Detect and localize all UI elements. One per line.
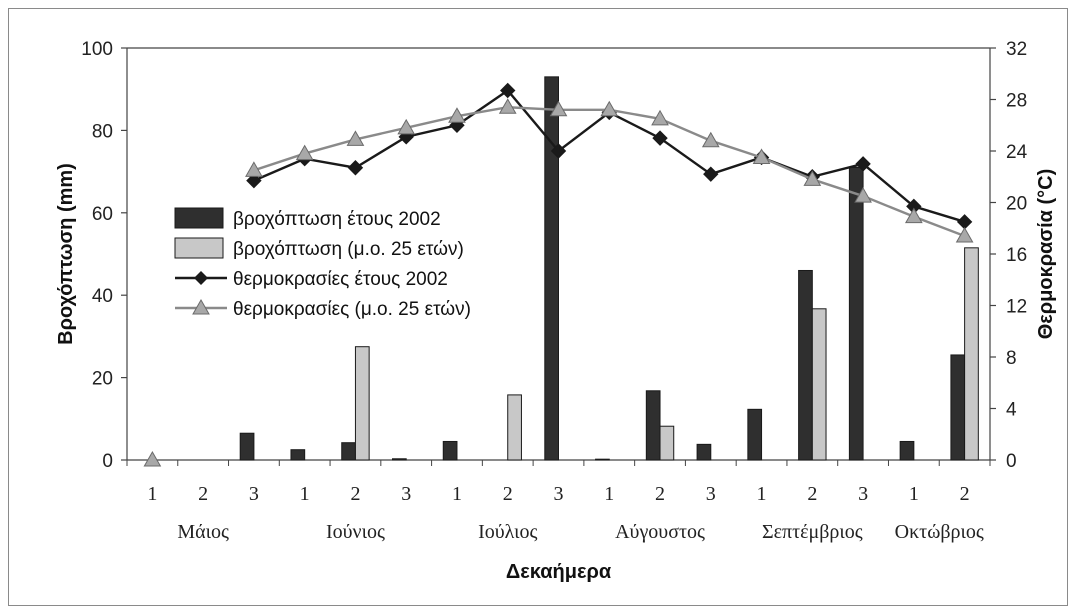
bars xyxy=(239,76,979,461)
left-tick-label: 80 xyxy=(92,121,113,142)
x-tick-label: 3 xyxy=(858,483,868,505)
legend-temp-2002-marker xyxy=(194,271,208,285)
x-tick-label: 2 xyxy=(350,483,360,505)
month-label: Αύγουστος xyxy=(615,521,705,543)
bar-rain-2002 xyxy=(950,354,966,461)
bar-rain-2002 xyxy=(595,458,610,461)
x-tick-label: 1 xyxy=(147,483,157,505)
bar-rain-25yr-avg xyxy=(811,308,827,461)
right-tick-label: 12 xyxy=(1006,297,1027,318)
left-tick-label: 100 xyxy=(81,39,113,60)
marker-temp-25yr-avg xyxy=(397,118,416,135)
marker-temp-25yr-avg xyxy=(752,148,771,164)
x-tick-label: 1 xyxy=(604,483,614,505)
bar-rain-2002 xyxy=(442,440,458,461)
marker-temp-25yr-avg xyxy=(904,207,923,224)
x-tick-label: 1 xyxy=(757,483,767,505)
x-tick-label: 3 xyxy=(554,483,564,505)
marker-temp-25yr-avg xyxy=(549,100,568,117)
x-tick-label: 1 xyxy=(909,483,919,505)
right-tick-label: 16 xyxy=(1006,245,1027,266)
right-tick-label: 28 xyxy=(1006,91,1027,112)
marker-temp-25yr-avg xyxy=(600,100,619,117)
x-axis-title: Δεκαήμερα xyxy=(506,561,612,583)
marker-temp-2002 xyxy=(703,166,719,182)
bar-rain-25yr-avg xyxy=(659,425,675,461)
month-label: Ιούνιος xyxy=(326,521,385,543)
y-axis-title-right: Θερμοκρασία (°C) xyxy=(1035,169,1057,340)
left-tick-label: 0 xyxy=(102,451,113,472)
marker-temp-25yr-avg xyxy=(803,170,822,186)
marker-temp-25yr-avg xyxy=(854,187,872,203)
bar-rain-2002 xyxy=(544,76,559,461)
right-tick-label: 20 xyxy=(1006,194,1027,215)
left-tick-label: 20 xyxy=(92,369,113,390)
month-label: Σεπτέμβριος xyxy=(762,521,863,543)
bar-rain-2002 xyxy=(290,449,306,461)
marker-temp-25yr-avg xyxy=(448,107,466,123)
bar-rain-2002 xyxy=(239,432,255,461)
x-tick-label: 2 xyxy=(807,483,817,505)
legend-temp-2002-label: θερμοκρασίες έτους 2002 xyxy=(233,269,448,290)
right-tick-label: 8 xyxy=(1006,348,1017,369)
marker-temp-25yr-avg xyxy=(498,98,517,114)
legend-temp-25yr-avg-marker xyxy=(192,298,210,315)
bar-rain-2002 xyxy=(798,269,813,461)
marker-temp-2002 xyxy=(347,160,364,176)
bar-rain-25yr-avg xyxy=(354,346,370,461)
bar-rain-2002 xyxy=(391,458,407,461)
legend-rain-25yr-avg-swatch xyxy=(174,237,224,259)
month-label: Ιούλιος xyxy=(478,521,537,543)
x-tick-label: 3 xyxy=(401,483,411,505)
lines xyxy=(143,82,974,467)
marker-temp-25yr-avg xyxy=(701,131,720,148)
marker-temp-25yr-avg xyxy=(651,109,669,126)
x-tick-label: 1 xyxy=(452,483,462,505)
marker-temp-2002 xyxy=(956,214,973,230)
x-tick-label: 2 xyxy=(960,483,970,505)
x-tick-label: 1 xyxy=(300,483,310,505)
right-tick-label: 24 xyxy=(1006,142,1028,163)
right-tick-label: 0 xyxy=(1006,451,1017,472)
bar-rain-2002 xyxy=(696,443,712,461)
bar-rain-2002 xyxy=(848,166,864,461)
bar-rain-25yr-avg xyxy=(964,247,979,461)
marker-temp-2002 xyxy=(652,130,668,146)
axes: 0 20 40 60 80 100 0 4 8 12 16 20 24 28 32 xyxy=(81,39,1027,472)
marker-temp-25yr-avg xyxy=(955,226,974,243)
marker-temp-2002 xyxy=(550,143,567,159)
left-tick-label: 40 xyxy=(92,286,113,307)
legend-rain-2002-label: βροχόπτωση έτους 2002 xyxy=(233,209,441,230)
legend-temp-25yr-avg-label: θερμοκρασίες (μ.ο. 25 ετών) xyxy=(233,299,471,320)
bar-rain-2002 xyxy=(341,442,356,461)
month-label: Μάιος xyxy=(177,521,229,543)
right-tick-label: 4 xyxy=(1006,400,1017,421)
legend-rain-25yr-avg-label: βροχόπτωση (μ.ο. 25 ετών) xyxy=(233,239,464,260)
x-tick-label: 3 xyxy=(706,483,716,505)
bar-rain-25yr-avg xyxy=(507,394,522,461)
marker-temp-2002 xyxy=(246,172,262,189)
bar-rain-2002 xyxy=(645,390,661,461)
marker-temp-25yr-avg xyxy=(143,450,162,467)
x-tick-label: 2 xyxy=(655,483,665,505)
right-tick-label: 32 xyxy=(1006,39,1027,60)
month-label: Οκτώβριος xyxy=(895,521,984,543)
x-tick-label: 2 xyxy=(503,483,513,505)
marker-temp-25yr-avg xyxy=(295,144,314,161)
x-tick-label: 3 xyxy=(249,483,259,505)
legend: βροχόπτωση έτους 2002 βροχόπτωση (μ.ο. 25… xyxy=(174,207,471,320)
y-axis-title-left: Βροχόπτωση (mm) xyxy=(55,163,77,345)
marker-temp-25yr-avg xyxy=(346,130,365,146)
bar-rain-2002 xyxy=(747,408,763,461)
bar-rain-2002 xyxy=(899,440,915,461)
legend-rain-2002-swatch xyxy=(174,207,224,229)
marker-temp-2002 xyxy=(500,82,516,99)
left-tick-label: 60 xyxy=(92,204,113,225)
marker-temp-2002 xyxy=(855,156,871,172)
marker-temp-25yr-avg xyxy=(245,161,263,177)
x-tick-label: 2 xyxy=(198,483,208,505)
